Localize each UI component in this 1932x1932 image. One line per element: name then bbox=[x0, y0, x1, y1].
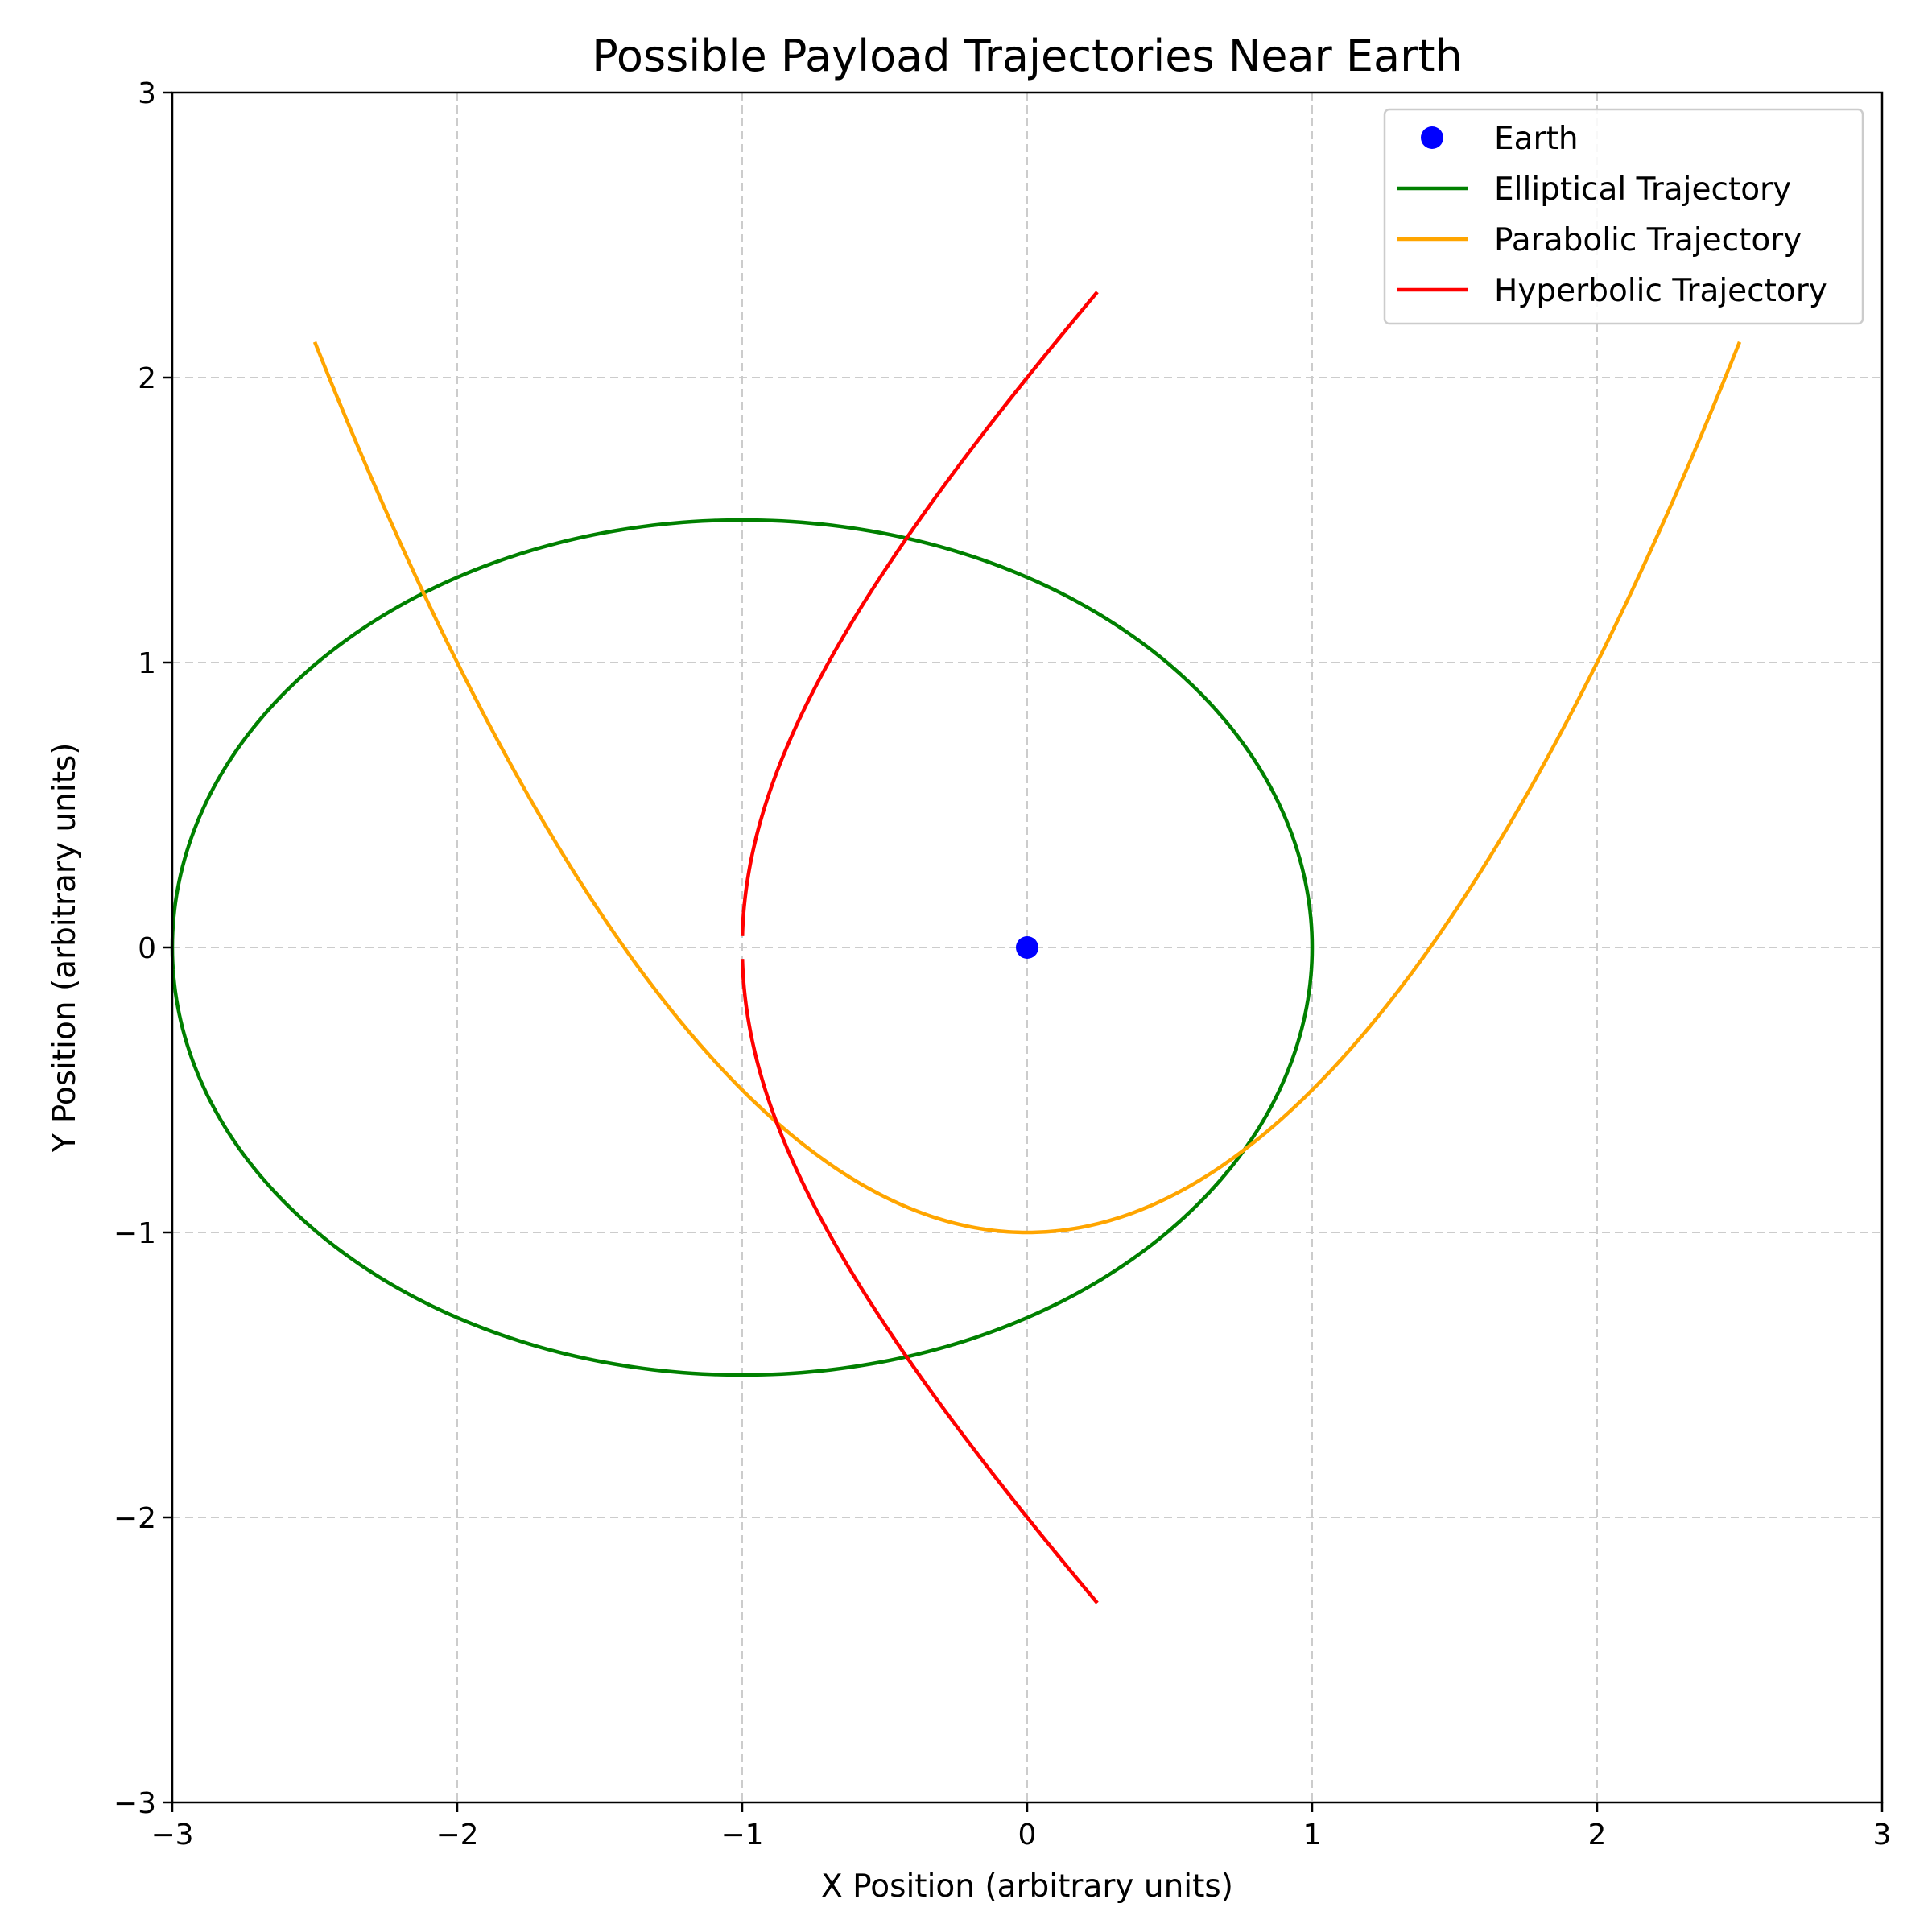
y-tick-label: −2 bbox=[114, 1502, 156, 1535]
x-tick-label: −3 bbox=[151, 1818, 193, 1852]
legend: Earth Elliptical Trajectory Parabolic Tr… bbox=[1383, 108, 1864, 325]
legend-label-hyperbolic: Hyperbolic Trajectory bbox=[1494, 273, 1827, 309]
legend-label-parabolic: Parabolic Trajectory bbox=[1494, 222, 1802, 258]
y-tick-label: 0 bbox=[138, 932, 156, 965]
y-tick-label: −1 bbox=[114, 1217, 156, 1250]
x-axis-label: X Position (arbitrary units) bbox=[821, 1868, 1233, 1905]
y-tick-label: 3 bbox=[138, 77, 156, 110]
x-tick-label: 0 bbox=[1018, 1818, 1037, 1852]
axis-ticks: −3 −2 −1 0 1 2 3 −3 −2 −1 0 1 2 3 bbox=[114, 77, 1892, 1852]
legend-label-elliptical: Elliptical Trajectory bbox=[1494, 171, 1791, 208]
y-tick-label: −3 bbox=[114, 1787, 156, 1820]
y-axis-label: Y Position (arbitrary units) bbox=[47, 742, 83, 1153]
legend-marker-earth bbox=[1421, 126, 1443, 149]
x-tick-label: 2 bbox=[1588, 1818, 1607, 1852]
y-tick-label: 2 bbox=[138, 362, 156, 395]
legend-box bbox=[1383, 108, 1864, 325]
earth-point bbox=[1016, 936, 1038, 959]
chart-title: Possible Payload Trajectories Near Earth bbox=[592, 31, 1462, 81]
hyperbolic-trajectory-upper-branch bbox=[740, 291, 1099, 936]
hyperbolic-trajectory-lower-branch bbox=[740, 959, 1099, 1604]
x-tick-label: −1 bbox=[720, 1818, 763, 1852]
x-tick-label: 1 bbox=[1303, 1818, 1322, 1852]
x-tick-label: 3 bbox=[1873, 1818, 1892, 1852]
x-tick-label: −2 bbox=[436, 1818, 478, 1852]
parabolic-trajectory-line bbox=[312, 341, 1742, 1235]
plot-series bbox=[170, 291, 1742, 1604]
legend-label-earth: Earth bbox=[1494, 121, 1579, 157]
y-tick-label: 1 bbox=[138, 647, 156, 680]
